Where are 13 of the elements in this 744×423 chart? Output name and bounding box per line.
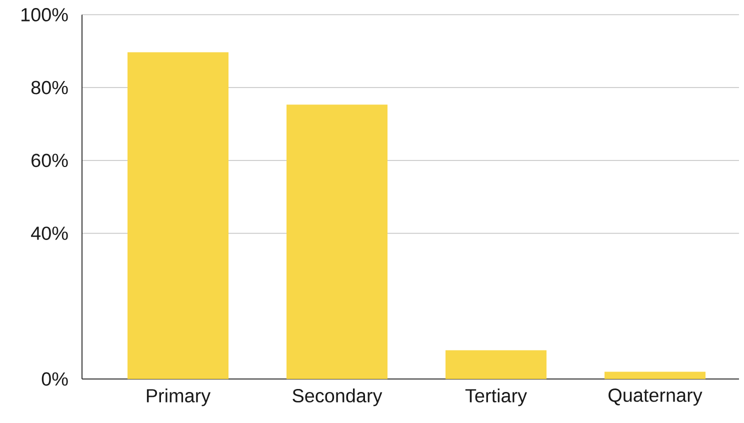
y-tick-label: 100% [22,8,68,22]
x-tick-label: Quaternary [608,388,702,406]
y-tick-label: 40% [31,226,68,240]
x-tick-label: Tertiary [465,388,528,406]
x-tick-label: Primary [146,388,211,406]
bar [446,350,547,379]
bar [604,372,706,379]
y-tick-label: 60% [32,154,68,168]
x-tick-label: Secondary [292,388,382,406]
bar [286,104,388,379]
bar [128,52,229,379]
y-tick-label: 80% [31,80,68,94]
y-tick-label: 0% [42,372,68,386]
